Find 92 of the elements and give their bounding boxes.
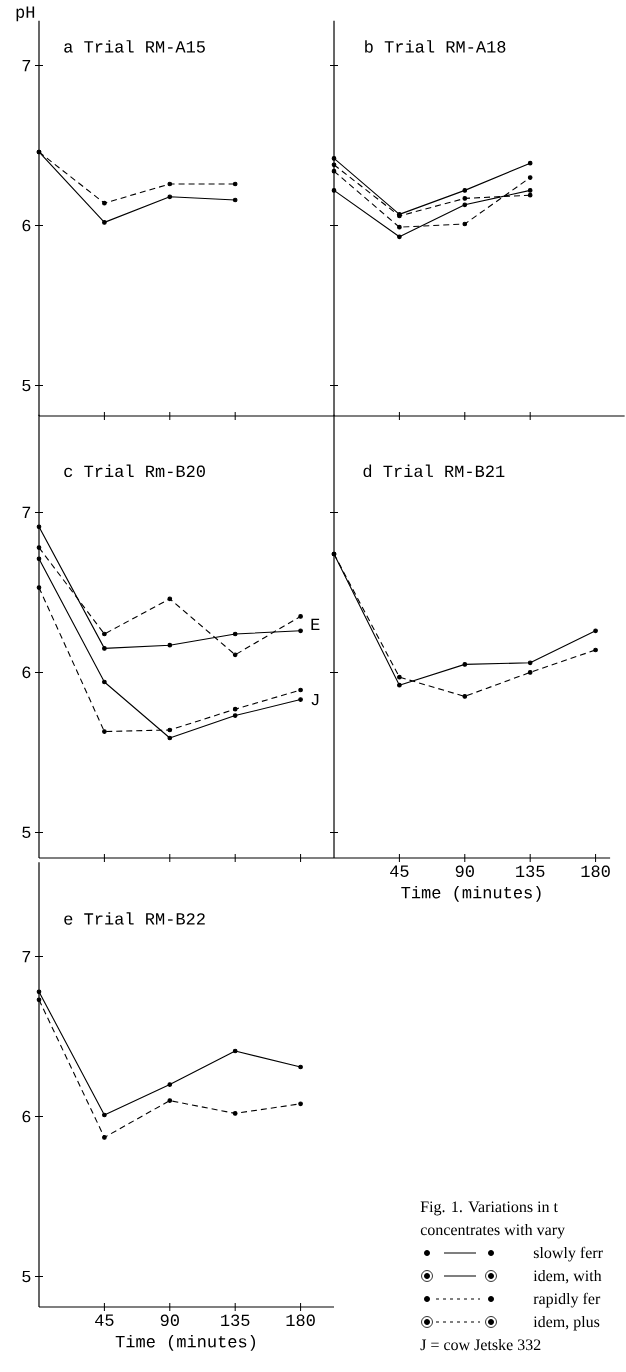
text: b Trial RM-A18 [365,40,506,53]
x-tick-label: 45 [95,1314,114,1326]
text: idem, plus [533,1315,600,1331]
point [527,175,533,180]
point [593,647,598,653]
point [397,674,402,680]
point [331,188,337,193]
point [232,706,238,712]
point [102,729,107,734]
annotation: J [311,693,319,706]
point [298,628,303,634]
point [167,1082,173,1087]
y-tick-label: 6 [22,1110,31,1123]
point [462,202,468,208]
y-tick-label: 7 [22,506,31,518]
text: a Trial RM-A15 [64,40,205,53]
point [232,631,238,637]
x-axis-title: Time (minutes) [115,1334,256,1351]
point [232,1111,238,1116]
text: c Trial Rm-B20 [64,464,205,478]
point [462,188,468,193]
y-axis-title: pH [16,6,35,22]
x-axis-title: Time (minutes) [401,885,541,902]
point [397,224,402,230]
y-tick-label: 5 [22,379,31,392]
point [527,188,533,193]
text: e Trial RM-B22 [64,912,205,925]
point [36,545,42,550]
point [36,585,42,590]
point [167,181,173,187]
point [527,160,533,166]
caption: Fig. 1. Variations in t [420,1201,558,1216]
x-tick-label: 90 [160,1314,179,1327]
text: slowly ferr [533,1246,603,1262]
point [232,713,238,718]
point [232,197,238,203]
point [462,196,468,201]
text: J = cow Jetske 332 [420,1338,541,1351]
point [331,168,337,174]
y-tick-label: 5 [22,1270,31,1283]
x-tick-label: 45 [390,865,409,877]
point [331,162,337,168]
x-tick-label: 180 [581,865,610,878]
point [102,1112,107,1118]
point [167,735,173,741]
x-tick-label: 90 [455,865,474,878]
point [102,220,107,225]
point [232,181,238,187]
point [36,997,42,1003]
y-tick-label: 7 [22,59,31,72]
x-tick-label: 180 [286,1314,315,1327]
point [527,670,533,675]
point [527,192,533,198]
point [397,234,402,240]
text: idem, with [533,1269,602,1284]
point [298,697,303,702]
point [36,989,42,995]
point [232,652,238,658]
point [167,596,173,602]
point [102,679,107,685]
point [167,194,173,200]
point [298,1064,303,1070]
point [36,556,42,562]
text: rapidly fer [533,1292,601,1308]
y-tick-label: 5 [22,826,31,839]
y-tick-label: 6 [22,666,31,679]
point [298,614,303,619]
y-tick-label: 7 [22,950,31,963]
point [102,200,107,206]
point [232,1048,238,1054]
point [298,687,303,693]
x-tick-label: 135 [516,865,545,878]
y-tick-label: 6 [22,219,31,232]
point [298,1101,303,1107]
point [167,727,173,733]
annotation: E [311,618,320,630]
point [102,646,107,651]
point [397,682,402,688]
x-tick-label: 135 [221,1314,250,1327]
point [331,156,337,161]
point [462,662,468,667]
point [102,631,107,637]
point [462,694,468,699]
point [593,628,598,634]
point [462,221,468,227]
point [167,642,173,648]
text: concentrates with vary [420,1223,565,1239]
text: d Trial RM-B21 [363,464,505,478]
point [167,1098,173,1103]
point [102,1135,107,1140]
point [36,524,42,530]
point [527,660,533,666]
